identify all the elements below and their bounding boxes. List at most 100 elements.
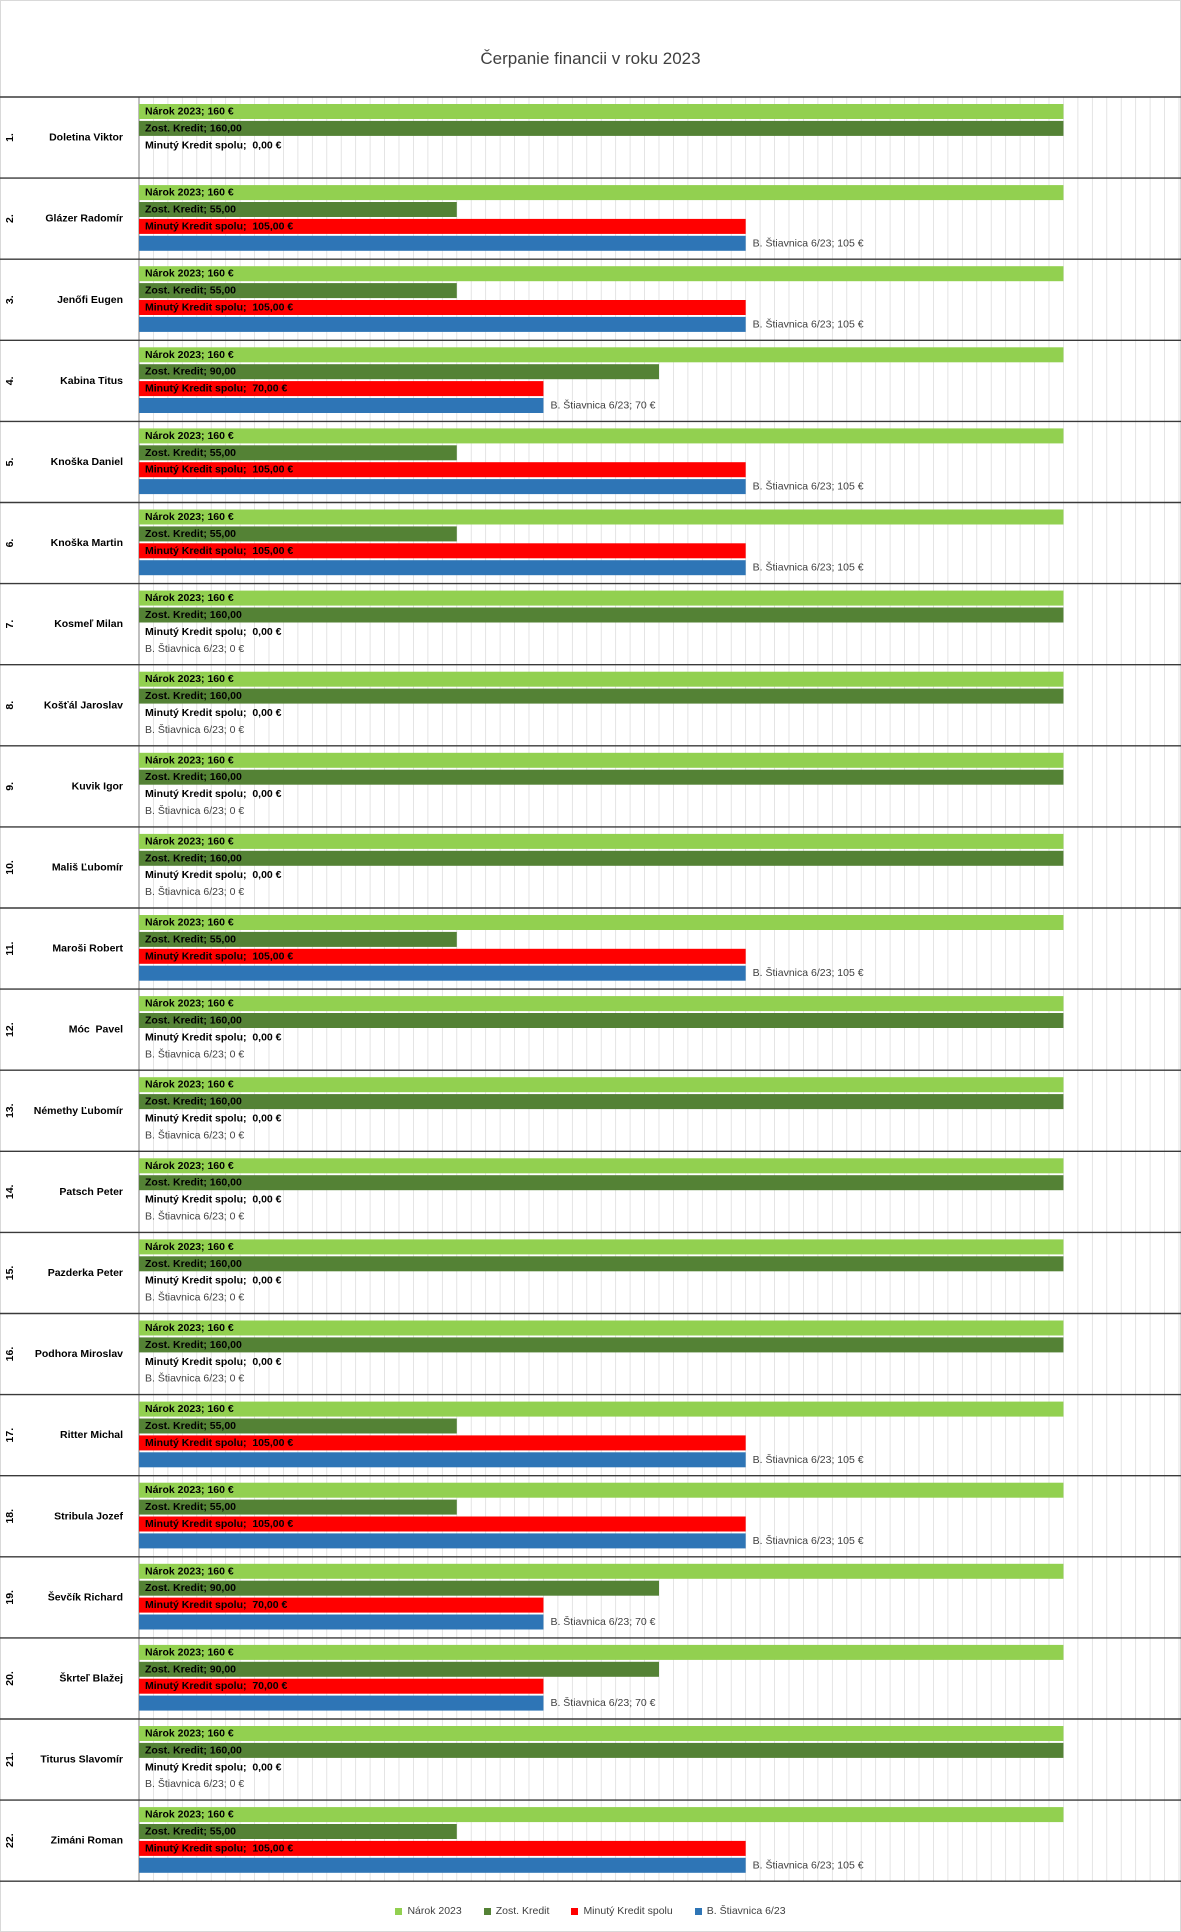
bar-zost-kredit [139,1013,1064,1028]
data-label-zost-kredit: Zost. Kredit; 55,00 [145,528,236,540]
bar-b-stiavnica [139,1695,544,1711]
data-label-minuty-kredit-spolu: Minutý Kredit spolu; 0,00 € [145,1113,282,1125]
bar-narok-2023 [139,915,1064,930]
data-label-narok-2023: Nárok 2023; 160 € [145,1809,234,1821]
data-label-b-stiavnica: B. Štiavnica 6/23; 105 € [753,561,864,574]
row-name: Doletina Viktor [49,132,123,144]
data-label-zost-kredit: Zost. Kredit; 160,00 [145,1258,242,1270]
data-label-minuty-kredit-spolu: Minutý Kredit spolu; 0,00 € [145,1356,282,1368]
bar-minuty-kredit-spolu [139,1435,746,1451]
data-label-zost-kredit: Zost. Kredit; 55,00 [145,285,236,297]
data-label-minuty-kredit-spolu: Minutý Kredit spolu; 105,00 € [145,302,293,314]
data-label-narok-2023: Nárok 2023; 160 € [145,1160,234,1172]
data-label-minuty-kredit-spolu: Minutý Kredit spolu; 0,00 € [145,788,282,800]
bar-zost-kredit [139,1499,457,1515]
data-label-narok-2023: Nárok 2023; 160 € [145,917,234,929]
bar-b-stiavnica [139,235,746,251]
bar-b-stiavnica [139,398,544,413]
bar-zost-kredit [139,1094,1064,1110]
bar-narok-2023 [139,1726,1064,1741]
data-label-minuty-kredit-spolu: Minutý Kredit spolu; 0,00 € [145,1194,282,1206]
bar-narok-2023 [139,833,1064,849]
bar-zost-kredit [139,1337,1064,1353]
bar-minuty-kredit-spolu [139,1840,746,1856]
bar-narok-2023 [139,509,1064,525]
data-label-minuty-kredit-spolu: Minutý Kredit spolu; 105,00 € [145,464,293,476]
legend-swatch [395,1907,403,1915]
bar-minuty-kredit-spolu [139,218,746,234]
data-label-b-stiavnica: B. Štiavnica 6/23; 0 € [145,1210,244,1223]
row-name: Jenőfi Eugen [57,294,123,306]
data-label-narok-2023: Nárok 2023; 160 € [145,1646,234,1658]
data-label-b-stiavnica: B. Štiavnica 6/23; 105 € [753,1858,864,1871]
data-label-narok-2023: Nárok 2023; 160 € [145,1241,234,1253]
row-number: 10. [4,860,16,875]
data-label-minuty-kredit-spolu: Minutý Kredit spolu; 105,00 € [145,220,293,232]
row-name: Ritter Michal [60,1429,123,1441]
row-name: Kabina Titus [60,375,123,387]
data-label-zost-kredit: Zost. Kredit; 55,00 [145,1826,236,1838]
bar-minuty-kredit-spolu [139,1516,746,1532]
data-label-b-stiavnica: B. Štiavnica 6/23; 105 € [753,317,864,330]
bar-zost-kredit [139,607,1064,623]
data-label-b-stiavnica: B. Štiavnica 6/23; 105 € [753,1534,864,1547]
bar-minuty-kredit-spolu [139,1597,544,1613]
row-name: Némethy Ľubomír [34,1105,123,1117]
bar-narok-2023 [139,347,1064,363]
bar-b-stiavnica [139,316,746,332]
bar-b-stiavnica [139,1614,544,1630]
data-label-zost-kredit: Zost. Kredit; 160,00 [145,690,242,702]
data-label-zost-kredit: Zost. Kredit; 160,00 [145,852,242,864]
row-number: 1. [4,133,16,142]
row-name: Pazderka Peter [48,1267,123,1279]
data-label-b-stiavnica: B. Štiavnica 6/23; 70 € [550,399,655,412]
data-label-narok-2023: Nárok 2023; 160 € [145,106,234,118]
data-label-zost-kredit: Zost. Kredit; 55,00 [145,204,236,216]
legend-swatch [694,1907,702,1915]
data-label-zost-kredit: Zost. Kredit; 160,00 [145,1744,242,1756]
data-label-zost-kredit: Zost. Kredit; 160,00 [145,609,242,621]
data-label-narok-2023: Nárok 2023; 160 € [145,592,234,604]
data-label-narok-2023: Nárok 2023; 160 € [145,349,234,361]
bar-narok-2023 [139,590,1064,606]
row-number: 11. [4,941,16,955]
data-label-b-stiavnica: B. Štiavnica 6/23; 70 € [550,1615,655,1628]
bar-zost-kredit [139,769,1064,785]
data-label-narok-2023: Nárok 2023; 160 € [145,1079,234,1091]
data-label-minuty-kredit-spolu: Minutý Kredit spolu; 0,00 € [145,1275,282,1287]
row-number: 20. [4,1671,16,1686]
bar-b-stiavnica [139,560,746,576]
row-name: Ševčík Richard [48,1590,123,1603]
data-label-b-stiavnica: B. Štiavnica 6/23; 0 € [145,1372,244,1385]
bar-minuty-kredit-spolu [139,381,544,397]
bar-narok-2023 [139,671,1064,687]
bar-minuty-kredit-spolu [139,1678,544,1694]
data-label-b-stiavnica: B. Štiavnica 6/23; 70 € [550,1696,655,1709]
data-label-zost-kredit: Zost. Kredit; 160,00 [145,1177,242,1189]
data-label-zost-kredit: Zost. Kredit; 55,00 [145,1420,236,1432]
data-label-b-stiavnica: B. Štiavnica 6/23; 105 € [753,480,864,493]
row-number: 2. [4,214,16,223]
data-label-narok-2023: Nárok 2023; 160 € [145,1322,234,1334]
legend-swatch [571,1907,579,1915]
data-label-zost-kredit: Zost. Kredit; 90,00 [145,366,236,378]
data-label-b-stiavnica: B. Štiavnica 6/23; 105 € [753,236,864,249]
bar-narok-2023 [139,428,1064,444]
data-label-narok-2023: Nárok 2023; 160 € [145,511,234,523]
data-label-zost-kredit: Zost. Kredit; 160,00 [145,1015,242,1027]
data-label-b-stiavnica: B. Štiavnica 6/23; 0 € [145,885,244,898]
data-label-minuty-kredit-spolu: Minutý Kredit spolu; 105,00 € [145,950,293,962]
data-label-narok-2023: Nárok 2023; 160 € [145,268,234,280]
row-number: 7. [4,620,16,629]
bar-zost-kredit [139,931,457,947]
bar-zost-kredit [139,202,457,217]
bar-b-stiavnica [139,1533,746,1549]
data-label-narok-2023: Nárok 2023; 160 € [145,835,234,847]
row-number: 19. [4,1590,16,1605]
bar-narok-2023 [139,752,1064,768]
legend-item-b-stiavnica: B. Štiavnica 6/23 [694,1905,786,1917]
legend-item-zost-kredit: Zost. Kredit [483,1905,549,1917]
bar-narok-2023 [139,1644,1064,1660]
